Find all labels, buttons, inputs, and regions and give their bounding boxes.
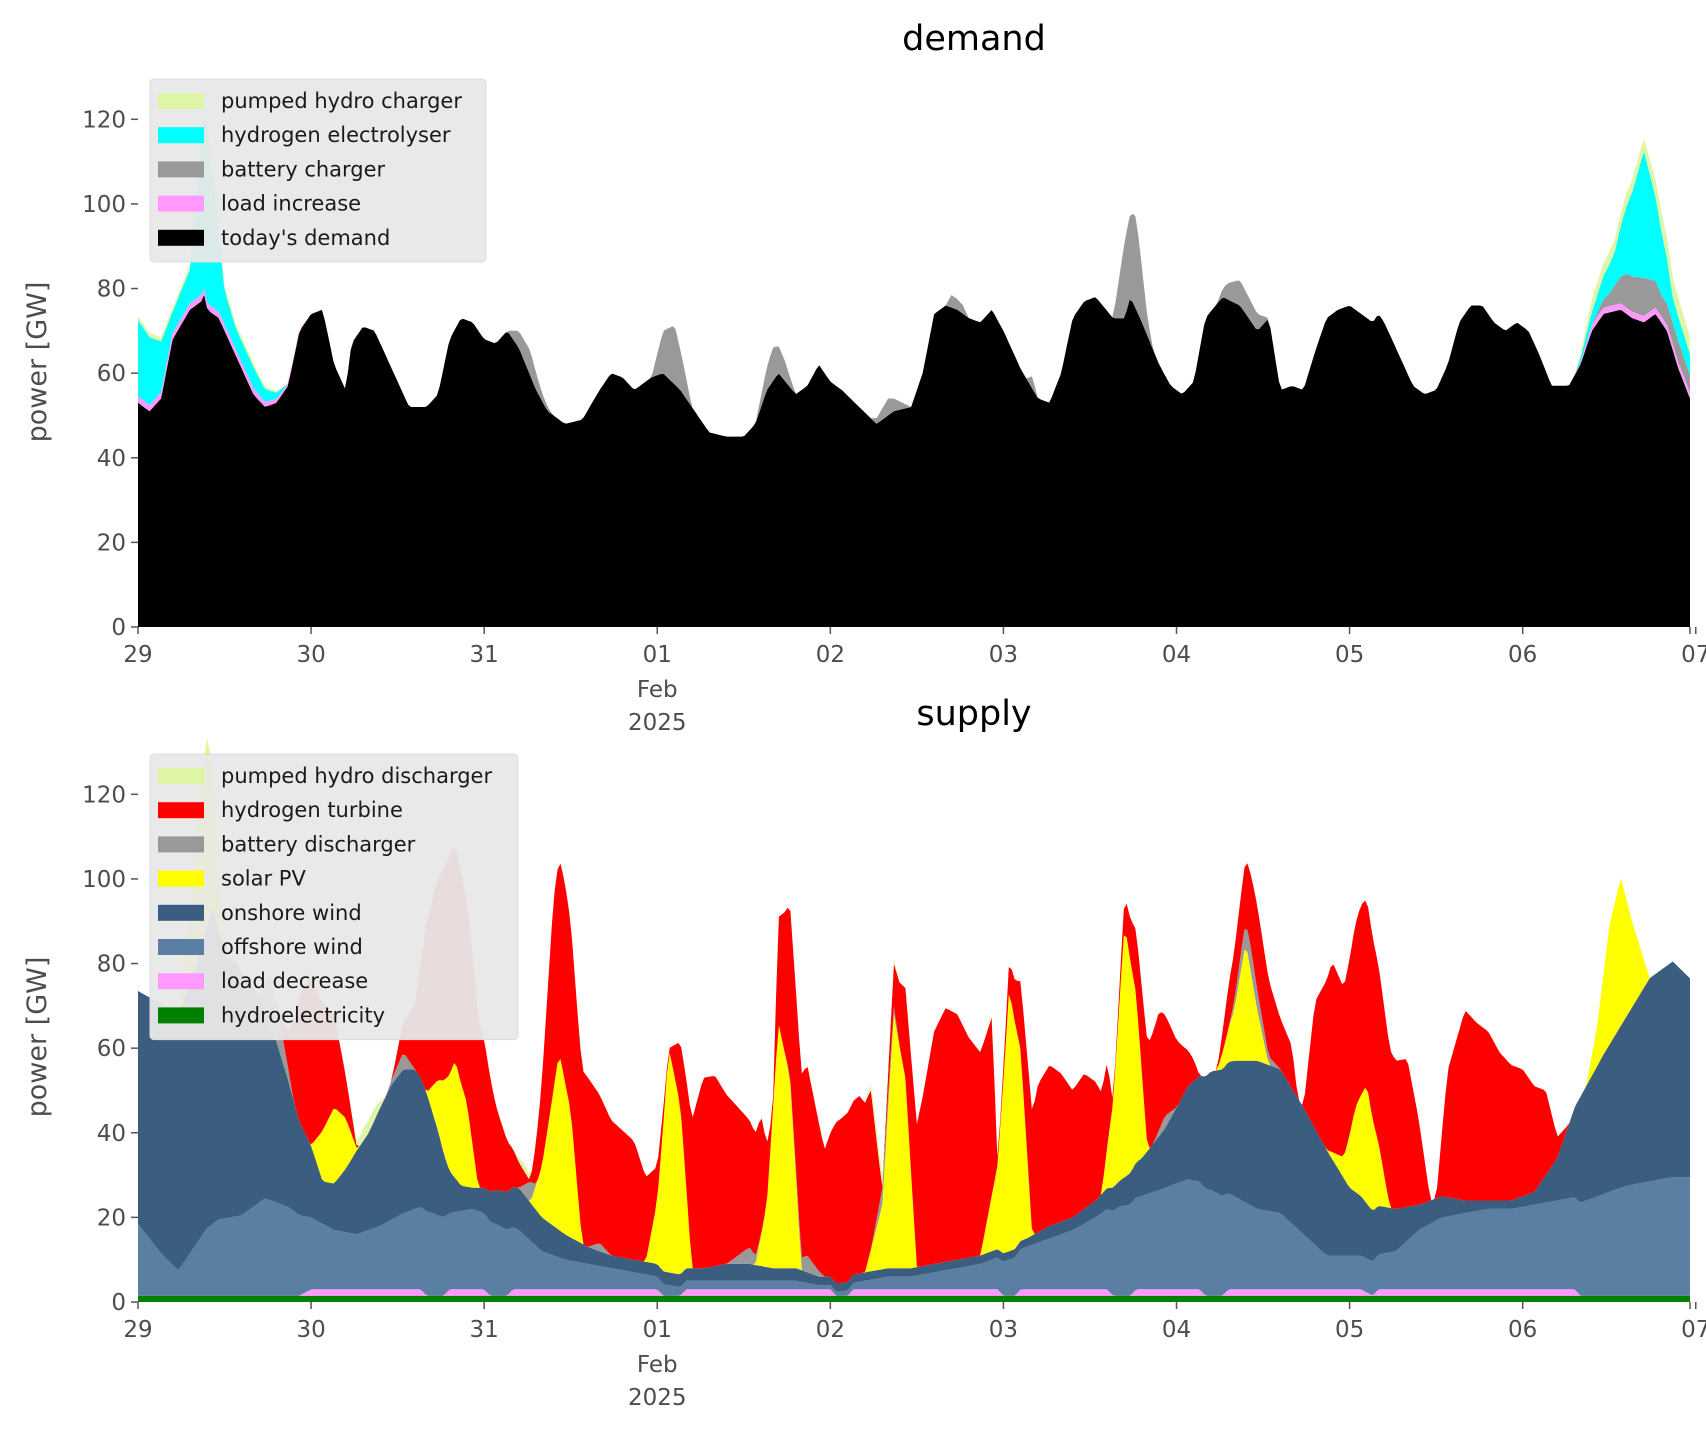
x-tick-sublabel: 2025 (628, 1385, 687, 1411)
legend-swatch-load-decrease (158, 973, 204, 990)
legend-label: hydroelectricity (221, 1003, 385, 1027)
y-tick-label: 40 (97, 1121, 126, 1147)
legend-swatch-hydrogen-turbine (158, 802, 204, 819)
legend: pumped hydro discharger hydrogen turbine b… (149, 753, 519, 1041)
x-tick-label: 02 (816, 1317, 845, 1343)
x-tick-sublabel: 2025 (628, 710, 687, 736)
x-tick-label: 06 (1508, 1317, 1537, 1343)
x-tick-label: 04 (1162, 1317, 1191, 1343)
y-axis-label: power [GW] (22, 282, 53, 443)
y-tick-label: 120 (82, 107, 126, 133)
legend-label: battery charger (221, 157, 386, 181)
legend-swatch-hydroelectricity (158, 1007, 204, 1024)
legend-swatch-battery-charger (158, 161, 204, 178)
area-offshore-wind (138, 1177, 1690, 1296)
x-tick-label: 30 (296, 642, 325, 668)
legend-label: pumped hydro charger (221, 89, 462, 113)
y-tick-label: 100 (82, 867, 126, 893)
y-tick-label: 120 (82, 782, 126, 808)
legend-label: load decrease (221, 969, 368, 993)
stacked-areas (138, 115, 1690, 627)
area-hydroelectricity (138, 1295, 1690, 1302)
area-today-s-demand (138, 294, 1690, 627)
legend-label: load increase (221, 192, 361, 216)
legend-box (149, 78, 487, 263)
y-tick-label: 80 (97, 952, 126, 978)
y-tick-label: 60 (97, 1036, 126, 1062)
y-tick-label: 20 (97, 530, 126, 556)
legend-swatch-load-increase (158, 195, 204, 212)
legend-swatch-today-s-demand (158, 229, 204, 246)
legend-swatch-onshore-wind (158, 904, 204, 921)
legend-swatch-battery-discharger (158, 836, 204, 853)
x-tick-label: 02 (816, 642, 845, 668)
x-tick-label: 29 (123, 642, 152, 668)
legend-label: offshore wind (221, 935, 363, 959)
x-tick-label: 03 (989, 1317, 1018, 1343)
legend-label: hydrogen electrolyser (221, 123, 451, 147)
x-tick-sublabel: Feb (637, 1352, 678, 1378)
legend-label: hydrogen turbine (221, 798, 403, 822)
legend-label: onshore wind (221, 901, 362, 925)
area-onshore-wind (138, 907, 1690, 1292)
x-tick-label: 04 (1162, 642, 1191, 668)
x-tick-sublabel: Feb (637, 677, 678, 703)
legend-box (149, 753, 519, 1041)
y-tick-label: 40 (97, 446, 126, 472)
x-tick-label: 07 (1681, 642, 1706, 668)
x-tick-label: 01 (643, 1317, 672, 1343)
x-tick-label: 01 (643, 642, 672, 668)
y-tick-label: 0 (111, 1290, 126, 1316)
x-tick-label: 31 (470, 642, 499, 668)
x-tick-label: 07 (1681, 1317, 1706, 1343)
legend-label: battery discharger (221, 832, 416, 856)
legend-swatch-pumped-hydro-discharger (158, 768, 204, 784)
y-axis-label: power [GW] (22, 957, 53, 1118)
x-tick-label: 05 (1335, 642, 1364, 668)
x-tick-label: 29 (123, 1317, 152, 1343)
x-tick-label: 05 (1335, 1317, 1364, 1343)
legend-label: pumped hydro discharger (221, 764, 492, 788)
legend-label: today's demand (221, 226, 390, 250)
legend: pumped hydro charger hydrogen electrolyse… (149, 78, 487, 263)
legend-swatch-solar-pv (158, 870, 204, 887)
legend-swatch-pumped-hydro-charger (158, 93, 204, 109)
x-tick-label: 31 (470, 1317, 499, 1343)
legend-swatch-hydrogen-electrolyser (158, 127, 204, 144)
chart-title: supply (916, 694, 1031, 734)
x-tick-label: 03 (989, 642, 1018, 668)
y-tick-label: 20 (97, 1205, 126, 1231)
area-load-decrease (138, 1289, 1690, 1296)
x-tick-label: 30 (296, 1317, 325, 1343)
x-tick-label: 06 (1508, 642, 1537, 668)
y-tick-label: 60 (97, 361, 126, 387)
legend-label: solar PV (221, 867, 306, 891)
y-tick-label: 100 (82, 192, 126, 218)
chart-title: demand (902, 19, 1046, 59)
y-tick-label: 80 (97, 277, 126, 303)
legend-swatch-offshore-wind (158, 939, 204, 955)
y-tick-label: 0 (111, 615, 126, 641)
